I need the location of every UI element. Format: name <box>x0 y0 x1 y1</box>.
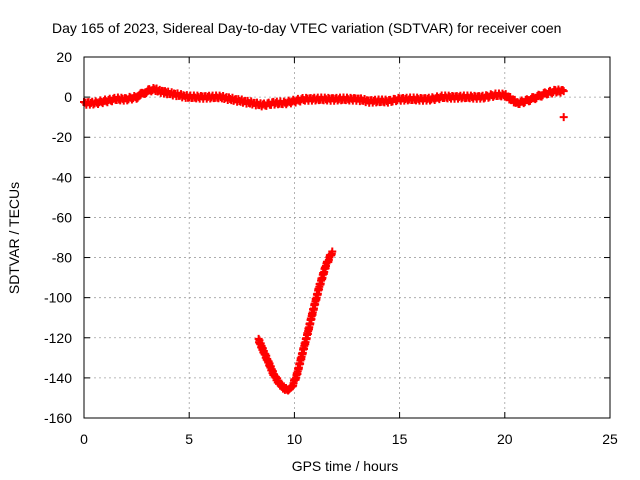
x-tick-label: 5 <box>185 431 193 447</box>
y-tick-label: -80 <box>52 250 72 266</box>
y-axis-ticks: 20 0 -20 -40 -60 -80 -100 -120 -140 -160 <box>44 49 610 426</box>
y-tick-label: 0 <box>64 89 72 105</box>
y-tick-label: 20 <box>56 49 72 65</box>
grid-lines <box>83 56 611 419</box>
chart-title: Day 165 of 2023, Sidereal Day-to-day VTE… <box>52 20 561 36</box>
x-tick-label: 25 <box>602 431 618 447</box>
y-tick-label: -40 <box>52 169 72 185</box>
series-main-band <box>80 84 568 111</box>
x-axis-ticks: 0 5 10 15 20 25 <box>80 57 618 447</box>
x-tick-label: 0 <box>80 431 88 447</box>
data-point <box>559 87 568 96</box>
plot-frame <box>83 56 611 419</box>
y-tick-label: -100 <box>44 290 72 306</box>
y-tick-label: -160 <box>44 410 72 426</box>
series-outlier <box>559 113 568 122</box>
x-axis-label: GPS time / hours <box>292 458 399 474</box>
y-tick-label: -60 <box>52 209 72 225</box>
y-tick-label: -120 <box>44 330 72 346</box>
x-tick-label: 20 <box>497 431 513 447</box>
y-tick-label: -140 <box>44 370 72 386</box>
x-tick-label: 15 <box>392 431 408 447</box>
data-point <box>558 86 567 95</box>
y-tick-label: -20 <box>52 129 72 145</box>
x-tick-label: 10 <box>287 431 303 447</box>
data-points <box>80 84 568 395</box>
y-axis-label: SDTVAR / TECUs <box>6 182 22 294</box>
data-point <box>559 113 568 122</box>
series-dip-arc <box>254 247 337 395</box>
data-point <box>328 247 337 256</box>
